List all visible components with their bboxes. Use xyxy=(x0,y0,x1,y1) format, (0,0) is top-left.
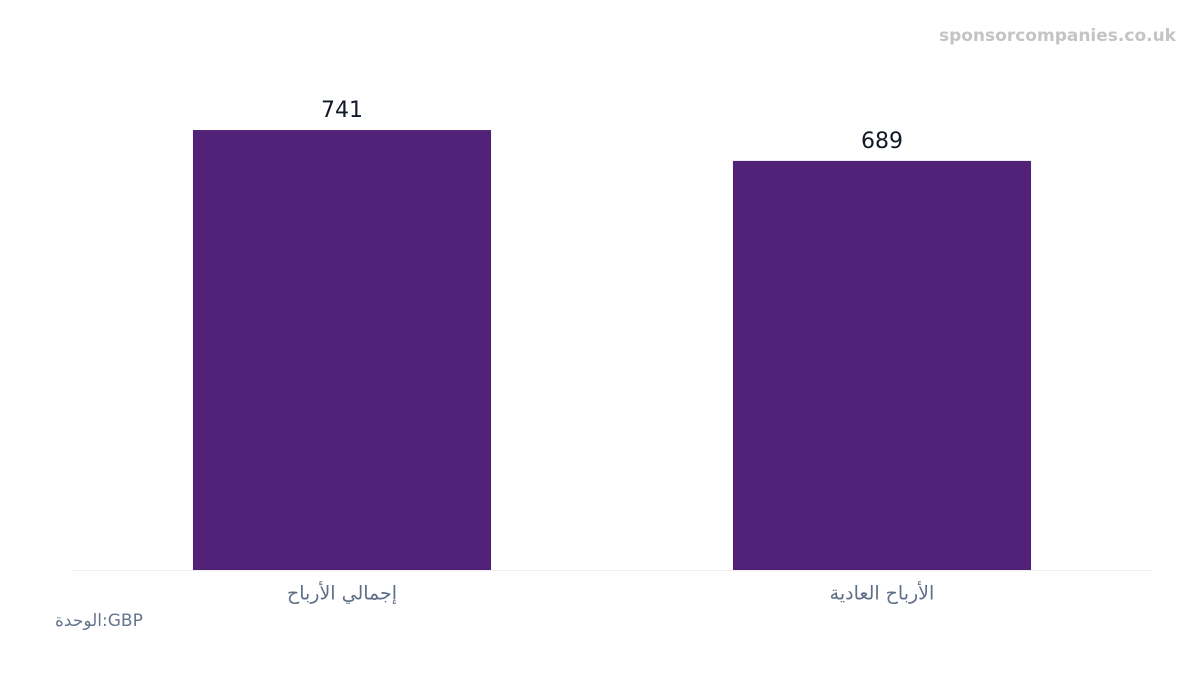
unit-label: الوحدة:GBP xyxy=(55,611,143,631)
watermark: sponsorcompanies.co.uk xyxy=(939,26,1177,46)
bar xyxy=(192,130,492,570)
x-tick-label: الأرباح العادية xyxy=(830,582,935,605)
value-label: 689 xyxy=(861,129,903,154)
x-tick-label: إجمالي الأرباح xyxy=(287,582,397,606)
bar xyxy=(732,160,1032,570)
value-label: 741 xyxy=(321,98,363,123)
